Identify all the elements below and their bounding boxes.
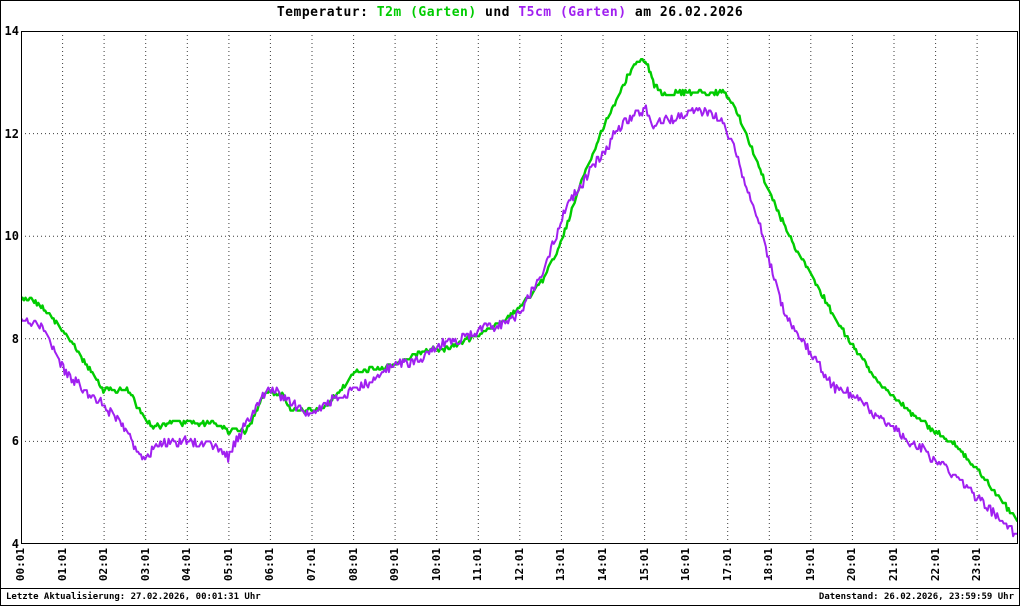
x-tick-label: 19:01: [803, 548, 817, 582]
last-update-text: Letzte Aktualisierung: 27.02.2026, 00:01…: [6, 591, 261, 602]
x-tick-label: 09:01: [388, 548, 402, 582]
x-tick-label: 02:01: [97, 548, 111, 582]
y-tick-label: 6: [11, 434, 19, 449]
x-tick-label: 01:01: [55, 548, 69, 582]
x-tick-label: 03:01: [138, 548, 152, 582]
chart-svg: [21, 31, 1018, 544]
x-tick-label: 13:01: [554, 548, 568, 582]
x-tick-label: 14:01: [595, 548, 609, 582]
y-tick-label: 8: [11, 331, 19, 346]
x-tick-label: 11:01: [471, 548, 485, 582]
x-tick-label: 00:01: [13, 548, 27, 582]
series-t5cm-line: [21, 104, 1018, 538]
x-tick-label: 12:01: [512, 548, 526, 582]
x-tick-label: 07:01: [304, 548, 318, 582]
temperature-chart: [21, 31, 1018, 544]
x-tick-label: 08:01: [346, 548, 360, 582]
data-timestamp-text: Datenstand: 26.02.2026, 23:59:59 Uhr: [818, 591, 1014, 602]
status-bar: Letzte Aktualisierung: 27.02.2026, 00:01…: [1, 588, 1019, 605]
y-tick-label: 10: [4, 229, 19, 244]
x-tick-label: 21:01: [886, 548, 900, 582]
x-tick-label: 05:01: [221, 548, 235, 582]
x-tick-label: 18:01: [762, 548, 776, 582]
x-tick-label: 20:01: [845, 548, 859, 582]
y-tick-label: 4: [11, 537, 19, 551]
chart-title-prefix: Temperatur:: [276, 5, 377, 20]
x-tick-label: 17:01: [720, 548, 734, 582]
x-tick-label: 06:01: [263, 548, 277, 582]
chart-title-suffix: am 26.02.2026: [626, 5, 744, 20]
chart-title-middle: und: [476, 5, 519, 20]
x-tick-label: 23:01: [970, 548, 984, 582]
x-tick-label: 16:01: [679, 548, 693, 582]
x-tick-label: 10:01: [429, 548, 443, 582]
legend-series-t5cm: T5cm (Garten): [518, 5, 627, 20]
x-tick-label: 15:01: [637, 548, 651, 582]
series-t2m-line: [21, 58, 1018, 523]
y-tick-label: 14: [4, 24, 19, 38]
chart-title: Temperatur: T2m (Garten) und T5cm (Garte…: [1, 5, 1019, 20]
plot-frame: [21, 31, 1018, 544]
plot-wrapper: 4 6 8 10 12 14 00:01 01:01 02:01 03:01 04:01 05:01…: [1, 1, 1019, 591]
x-tick-label: 04:01: [180, 548, 194, 582]
x-tick-label: 22:01: [928, 548, 942, 582]
y-tick-label: 12: [4, 126, 19, 141]
legend-series-t2m: T2m (Garten): [376, 5, 477, 20]
